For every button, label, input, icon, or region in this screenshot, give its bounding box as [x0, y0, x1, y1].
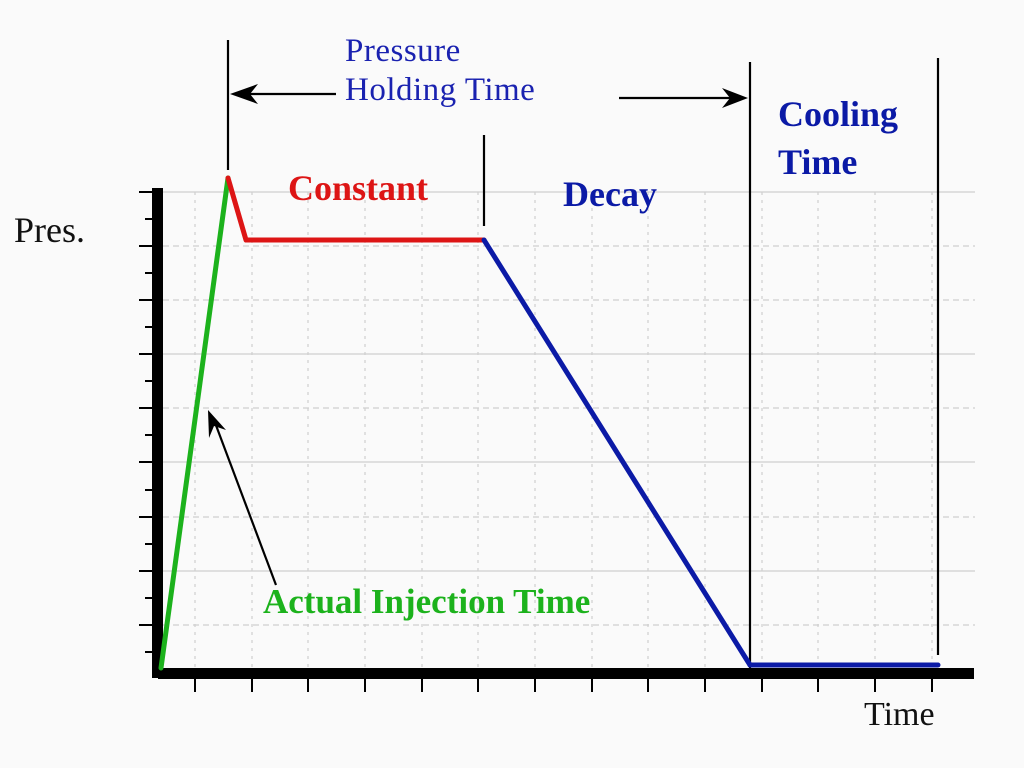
x-axis-label: Time	[864, 696, 935, 733]
grid	[163, 191, 975, 668]
constant-label: Constant	[288, 168, 429, 208]
x-axis-ticks	[194, 678, 933, 692]
holding-label-line2: Holding Time	[345, 72, 536, 108]
pressure-holding-time-label: Pressure Holding Time	[345, 32, 535, 110]
arrow-left-icon	[230, 84, 258, 104]
injection-segment	[158, 175, 231, 671]
holding-time-arrows	[230, 84, 748, 108]
x-axis	[158, 668, 974, 679]
cooling-label-line2: Time	[778, 142, 858, 182]
actual-injection-time-label: Actual Injection Time	[263, 582, 591, 621]
decay-segment	[481, 237, 753, 668]
constant-segment	[225, 175, 487, 243]
injection-callout	[208, 410, 278, 586]
y-axis-ticks	[139, 191, 154, 653]
pressure-curve	[158, 175, 941, 671]
phase-markers	[226, 40, 940, 668]
arrow-right-icon	[722, 88, 748, 108]
cooling-time-label: Cooling Time	[778, 90, 898, 186]
y-axis	[152, 188, 163, 678]
holding-label-line1: Pressure	[345, 33, 461, 69]
decay-label: Decay	[563, 174, 657, 214]
cooling-label-line1: Cooling	[778, 94, 899, 134]
callout-arrow-icon	[208, 410, 226, 438]
y-axis-label: Pres.	[14, 210, 85, 250]
